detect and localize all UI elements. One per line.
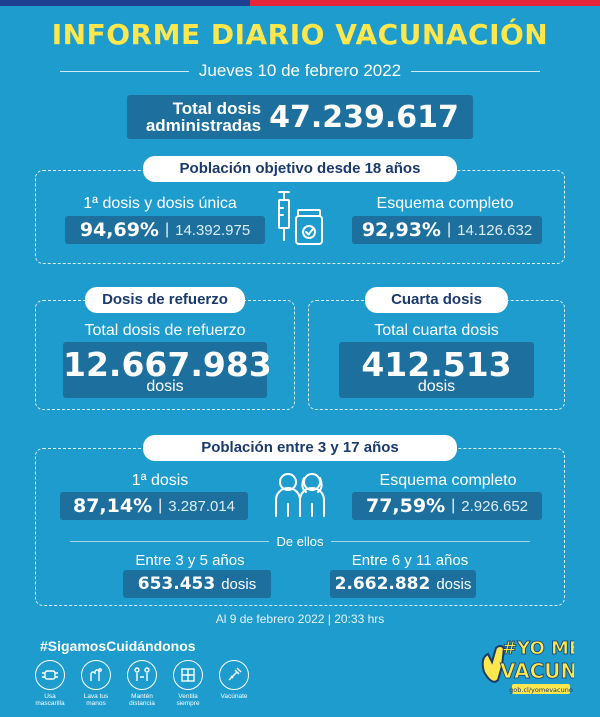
booster-value-box: 12.667.983 dosis (63, 342, 272, 398)
age-6-11-label: Entre 6 y 11 años (351, 552, 469, 569)
adults-first-count: 14.392.975 (175, 221, 251, 239)
care-tip-label: Lava tus manos (83, 693, 109, 707)
care-tip-ventilate: Ventila siempre (170, 660, 206, 707)
adults-first-box: 94,69% | 14.392.975 (65, 216, 265, 244)
care-tip-label: Mantén distancia (129, 693, 155, 707)
total-doses-box: Total dosis administradas 47.239.617 (127, 95, 473, 139)
syringe-vial-icon (278, 191, 323, 245)
children-icon (275, 473, 325, 517)
yo-me-vacuno-logo: #YO ME VACUNO gob.cl/yomevacuno (478, 632, 595, 704)
age-3-5-unit: dosis (221, 575, 257, 593)
fourth-dose-pill: Cuarta dosis (365, 287, 508, 313)
care-tip-distance: Mantén distancia (124, 660, 160, 707)
date-row: Jueves 10 de febrero 2022 (60, 60, 541, 82)
separator: | (446, 221, 452, 238)
adults-pill: Población objetivo desde 18 años (143, 156, 457, 182)
fourth-dose-unit: dosis (417, 378, 456, 395)
age-6-11-box: 2.662.882 dosis (330, 570, 476, 598)
booster-value: 12.667.983 (63, 345, 272, 384)
page-title: INFORME DIARIO VACUNACIÓN (51, 18, 549, 51)
data-cutoff-note: Al 9 de febrero 2022 | 20:33 hrs (215, 612, 385, 626)
logo-line2: VACUNO (500, 659, 574, 683)
report-date: Jueves 10 de febrero 2022 (198, 61, 402, 80)
fourth-dose-value-box: 412.513 dosis (339, 342, 534, 398)
adults-complete-box: 92,93% | 14.126.632 (352, 216, 542, 244)
adults-complete-label: Esquema completo (376, 195, 514, 212)
children-complete-pct: 77,59% (365, 495, 446, 517)
of-which-row: De ellos (70, 532, 530, 550)
flag-stripe-blue (0, 0, 250, 6)
adults-first-pct: 94,69% (79, 219, 159, 241)
fourth-dose-value: 412.513 (361, 345, 512, 384)
separator: | (164, 221, 170, 238)
children-first-pct: 87,14% (72, 495, 153, 517)
children-complete-box: 77,59% | 2.926.652 (352, 492, 542, 520)
children-pill: Población entre 3 y 17 años (143, 435, 457, 461)
children-complete-count: 2.926.652 (461, 497, 529, 515)
flag-stripe-red (250, 0, 600, 6)
adults-first-label: 1ª dosis y dosis única (83, 195, 237, 212)
children-complete-label: Esquema completo (379, 472, 517, 489)
booster-label: Total dosis de refuerzo (84, 322, 246, 339)
children-first-label: 1ª dosis (131, 472, 189, 489)
logo-line1: #YO ME (502, 638, 574, 659)
care-tip-hands: Lava tus manos (78, 660, 114, 707)
fourth-dose-label: Total cuarta dosis (374, 322, 499, 339)
age-6-11-unit: dosis (436, 575, 472, 593)
booster-pill: Dosis de refuerzo (85, 287, 245, 313)
age-3-5-box: 653.453 dosis (123, 570, 271, 598)
distance-icon (127, 660, 157, 690)
total-doses-value: 47.239.617 (269, 99, 459, 135)
care-tip-label: Usa mascarilla (35, 693, 65, 707)
care-tip-label: Ventila siempre (176, 693, 200, 707)
logo-url: gob.cl/yomevacuno (509, 686, 573, 694)
care-tip-vaccinate: Vacúnate (216, 660, 252, 707)
mask-icon (35, 660, 65, 690)
of-which-label: De ellos (276, 533, 324, 549)
divider-right (411, 70, 541, 72)
children-first-box: 87,14% | 3.287.014 (60, 492, 248, 520)
window-icon (173, 660, 203, 690)
hand-wash-icon (81, 660, 111, 690)
separator: | (158, 497, 163, 514)
total-label-line2: administradas (145, 116, 262, 135)
age-6-11-value: 2.662.882 (334, 574, 431, 594)
care-tips-row: Usa mascarilla Lava tus manos Mantén dis… (32, 660, 252, 707)
total-label-line1: Total dosis (172, 99, 262, 118)
separator: | (451, 497, 456, 514)
yo-me-vacuno-logo-graphic: #YO ME VACUNO gob.cl/yomevacuno (481, 638, 595, 694)
divider-right (331, 540, 530, 542)
children-first-count: 3.287.014 (168, 497, 236, 515)
booster-unit: dosis (146, 378, 184, 395)
hashtag: #SigamosCuidándonos (40, 638, 196, 654)
adults-complete-count: 14.126.632 (457, 221, 533, 239)
age-3-5-label: Entre 3 y 5 años (135, 552, 245, 569)
vaccine-icon (219, 660, 249, 690)
care-tip-mask: Usa mascarilla (32, 660, 68, 707)
adults-complete-pct: 92,93% (361, 219, 441, 241)
flag-stripe (0, 0, 600, 6)
divider-left (70, 540, 269, 542)
age-3-5-value: 653.453 (137, 574, 216, 594)
care-tip-label: Vacúnate (220, 693, 248, 700)
divider-left (60, 70, 189, 72)
total-doses-label: Total dosis administradas (141, 100, 261, 134)
